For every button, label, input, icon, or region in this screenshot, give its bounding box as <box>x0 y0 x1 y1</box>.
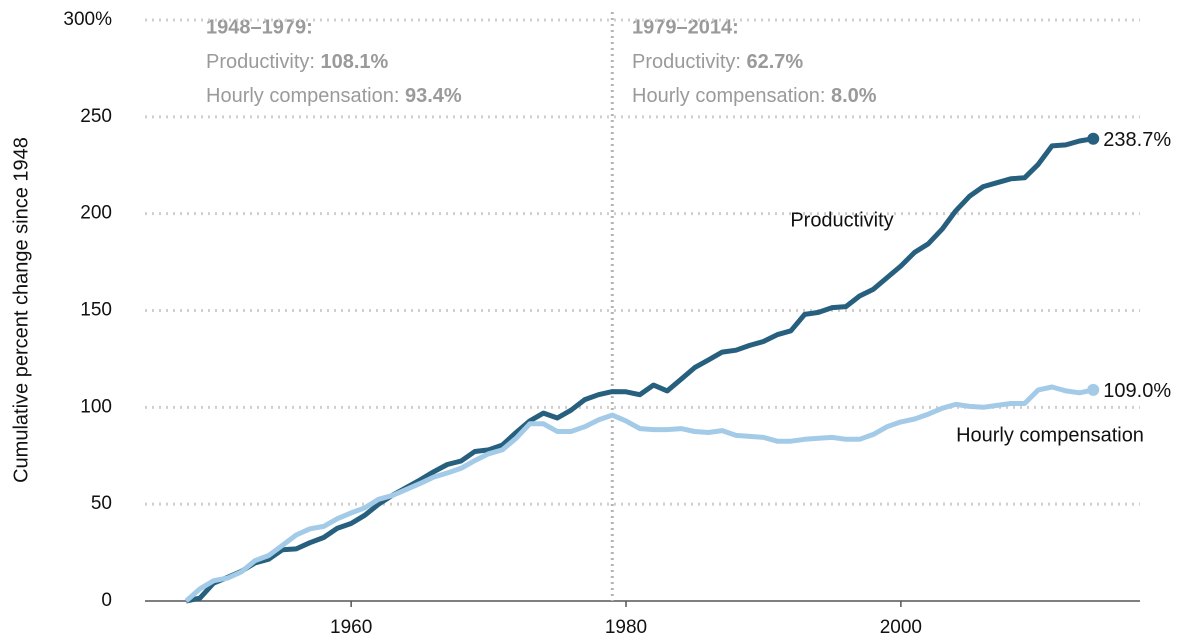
line-series <box>184 384 1094 603</box>
annotation-line: Hourly compensation: 93.4% <box>206 85 462 107</box>
data-label: 109.0% <box>1103 380 1171 402</box>
y-tick-label: 300% <box>63 9 112 30</box>
annotation: 1948–1979: Productivity: 108.1% Hourly c… <box>206 16 462 107</box>
end-point <box>1087 383 1100 396</box>
annotation-line: Productivity: 108.1% <box>206 51 389 73</box>
end-point <box>1087 132 1100 145</box>
annotation-line: Productivity: 62.7% <box>632 51 803 73</box>
annotation-value: 8.0% <box>831 85 877 107</box>
y-axis-label: Cumulative percent change since 1948 <box>10 137 32 483</box>
y-tick-label: 0 <box>101 590 112 611</box>
y-tick-label: 150 <box>80 300 112 321</box>
annotation-label: Productivity: <box>206 51 320 73</box>
y-tick-label: 50 <box>91 493 112 514</box>
annotation-label: Productivity: <box>632 51 746 73</box>
annotation-label: Hourly compensation: <box>632 85 831 107</box>
series-label: Hourly compensation <box>956 424 1144 446</box>
x-tick-label: 1980 <box>605 617 647 638</box>
series-label: Productivity <box>790 209 893 231</box>
y-tick-label: 200 <box>80 203 112 224</box>
x-tick-label: 2000 <box>880 617 922 638</box>
annotation-value: 93.4% <box>405 85 462 107</box>
annotation-line: Hourly compensation: 8.0% <box>632 85 877 107</box>
annotation-title: 1979–2014: <box>632 16 739 38</box>
y-tick-label: 100 <box>80 396 112 417</box>
annotation-label: Hourly compensation: <box>206 85 405 107</box>
annotation-value: 108.1% <box>320 51 388 73</box>
x-tick-label: 1960 <box>330 617 372 638</box>
annotation-value: 62.7% <box>746 51 803 73</box>
y-tick-label: 250 <box>80 106 112 127</box>
annotation-title: 1948–1979: <box>206 16 313 38</box>
data-label: 238.7% <box>1103 129 1171 151</box>
line-series <box>185 136 1094 604</box>
annotation: 1979–2014: Productivity: 62.7% Hourly co… <box>632 16 877 107</box>
